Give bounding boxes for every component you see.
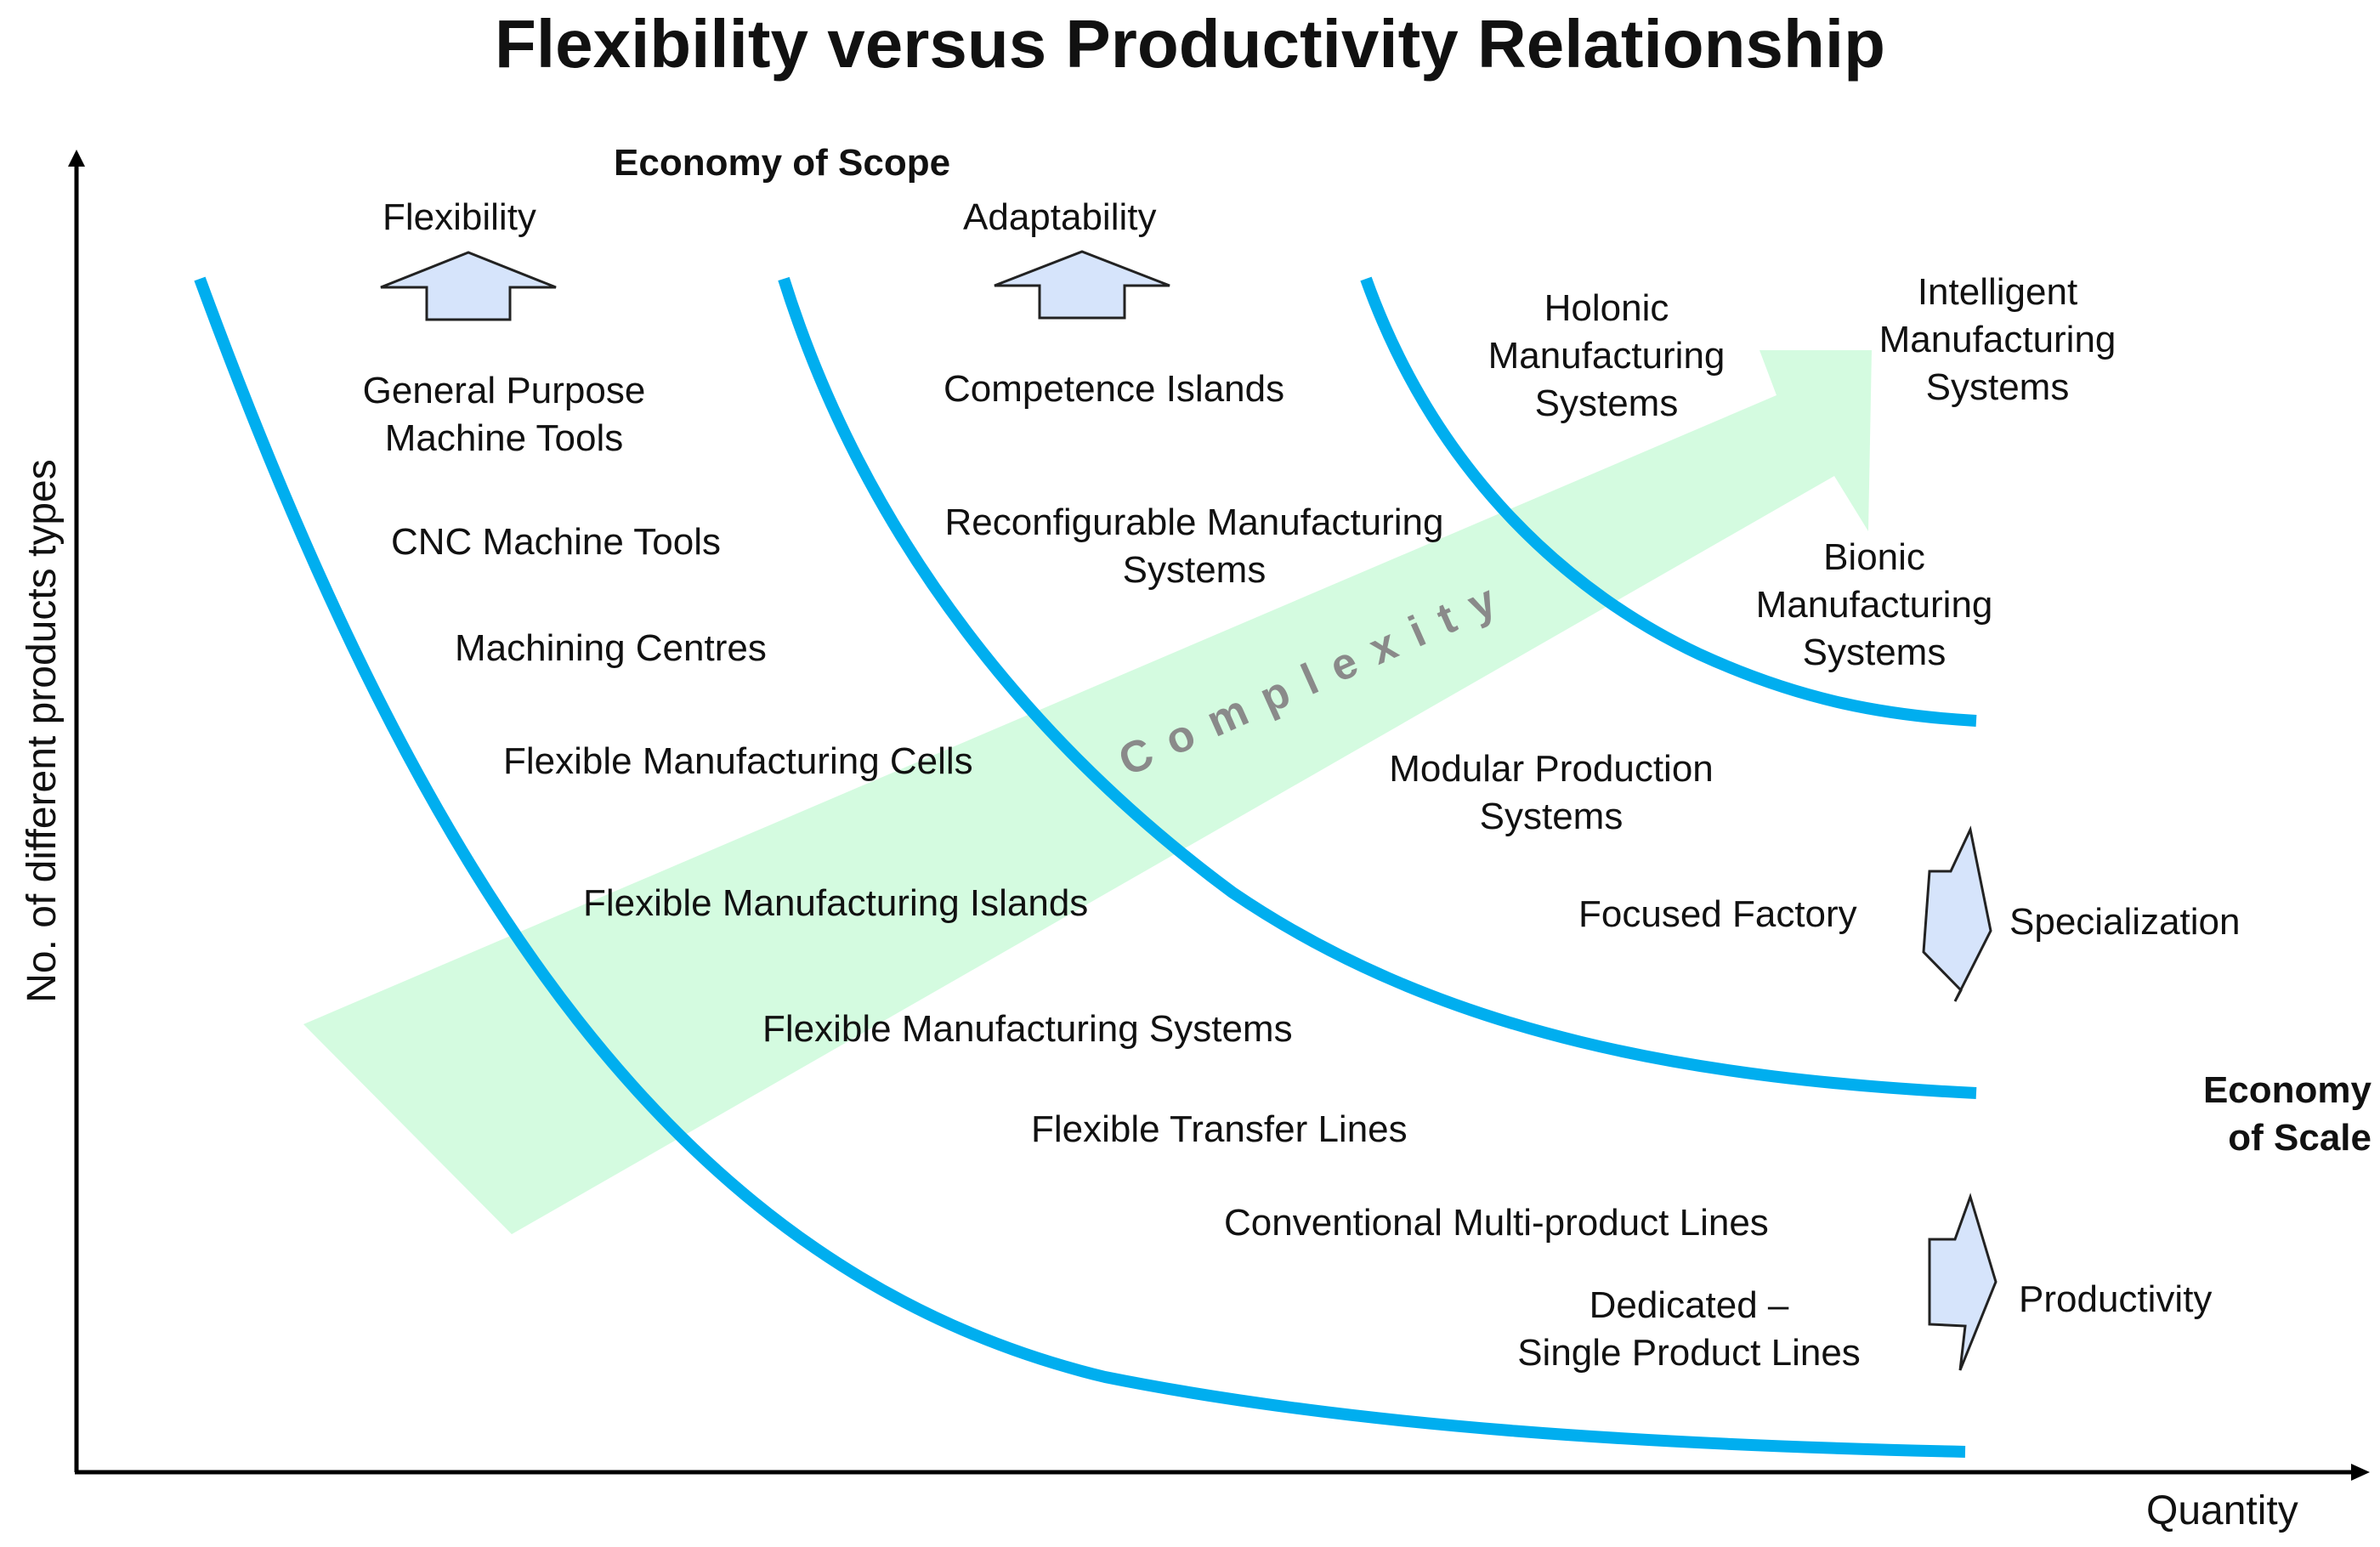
modular-line2: Systems	[1479, 796, 1624, 837]
curve-intelligent	[1360, 276, 1977, 727]
curve-adaptability	[778, 276, 1977, 1099]
modular-production-systems-label: Modular Production Systems	[1364, 745, 1738, 841]
bionic-line3: Systems	[1802, 632, 1946, 673]
holonic-line1: Holonic	[1544, 287, 1669, 329]
intelligent-line3: Systems	[1925, 366, 2070, 408]
conventional-multi-product-lines-label: Conventional Multi-product Lines	[1224, 1202, 1769, 1244]
reconfigurable-manufacturing-systems-label: Reconfigurable Manufacturing Systems	[918, 499, 1470, 594]
modular-line1: Modular Production	[1389, 748, 1714, 790]
adaptability-label: Adaptability	[963, 196, 1157, 238]
intelligent-manufacturing-systems-label: Intelligent Manufacturing Systems	[1853, 269, 2142, 411]
x-axis-label: Quantity	[2146, 1488, 2298, 1533]
page-title: Flexibility versus Productivity Relation…	[495, 6, 1885, 82]
y-axis-arrowhead	[68, 150, 85, 167]
dedicated-single-product-lines-label: Dedicated – Single Product Lines	[1493, 1282, 1884, 1377]
cnc-machine-tools-label: CNC Machine Tools	[391, 521, 722, 563]
curve-flexibility-productivity	[194, 276, 1966, 1458]
focused-factory-label: Focused Factory	[1578, 893, 1857, 935]
economy-of-scale-line2: of Scale	[2228, 1117, 2372, 1159]
productivity-right-arrow	[1928, 1193, 1998, 1371]
specialization-label: Specialization	[2009, 901, 2241, 943]
bionic-manufacturing-systems-label: Bionic Manufacturing Systems	[1730, 534, 2019, 677]
complexity-arrow	[303, 350, 1872, 1234]
bionic-line1: Bionic	[1823, 536, 1925, 578]
general-purpose-line1: General Purpose	[362, 370, 646, 411]
economy-of-scope-label: Economy of Scope	[614, 142, 951, 184]
flexible-manufacturing-systems-label: Flexible Manufacturing Systems	[762, 1008, 1293, 1050]
flexibility-label: Flexibility	[382, 196, 536, 238]
intelligent-line1: Intelligent	[1917, 271, 2078, 313]
general-purpose-machine-tools-label: General Purpose Machine Tools	[334, 367, 674, 462]
flexible-manufacturing-cells-label: Flexible Manufacturing Cells	[503, 740, 973, 782]
holonic-manufacturing-systems-label: Holonic Manufacturing Systems	[1462, 285, 1751, 428]
y-axis-label: No. of different products types	[20, 459, 65, 1003]
holonic-line2: Manufacturing	[1488, 335, 1726, 377]
bionic-line2: Manufacturing	[1755, 584, 1993, 626]
intelligent-line2: Manufacturing	[1878, 319, 2116, 360]
specialization-right-arrow	[1922, 825, 1992, 1002]
flexibility-up-arrow	[380, 251, 557, 321]
competence-islands-label: Competence Islands	[944, 368, 1285, 410]
adaptability-up-arrow	[994, 250, 1170, 320]
general-purpose-line2: Machine Tools	[384, 417, 624, 459]
holonic-line3: Systems	[1534, 382, 1679, 424]
flexible-manufacturing-islands-label: Flexible Manufacturing Islands	[583, 882, 1089, 924]
x-axis-arrowhead	[2351, 1464, 2370, 1481]
economy-of-scale-line1: Economy	[2202, 1069, 2372, 1111]
productivity-label: Productivity	[2019, 1278, 2213, 1320]
rms-line1: Reconfigurable Manufacturing	[944, 502, 1444, 543]
dedicated-line1: Dedicated –	[1589, 1284, 1789, 1326]
dedicated-line2: Single Product Lines	[1517, 1332, 1861, 1374]
machining-centres-label: Machining Centres	[455, 627, 767, 669]
rms-line2: Systems	[1122, 549, 1266, 591]
flexible-transfer-lines-label: Flexible Transfer Lines	[1031, 1108, 1408, 1150]
economy-of-scale-label: Economy of Scale	[2176, 1067, 2372, 1162]
